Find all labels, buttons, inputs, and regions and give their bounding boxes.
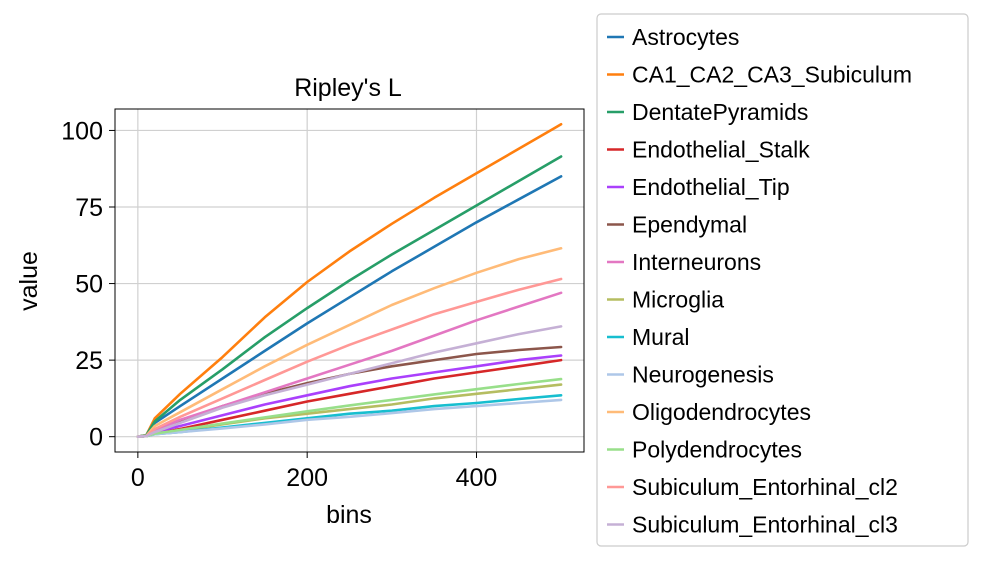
y-tick-label: 100 [61,117,103,145]
series-line-astrocytes [136,175,563,439]
legend-frame [596,13,969,547]
legend-label: Ependymal [632,212,747,238]
legend-label: Oligodendrocytes [632,399,811,425]
series-line-ca1-ca2-ca3-subiculum [136,123,563,439]
legend-label: Neurogenesis [632,362,774,388]
legend-label: Mural [632,324,690,350]
legend-label: Interneurons [632,249,761,275]
x-axis-label: bins [326,501,372,529]
y-tick-label: 25 [75,347,103,375]
legend-item: Mural [607,324,690,350]
legend-label: Endothelial_Stalk [632,137,810,163]
legend-item: Subiculum_Entorhinal_cl3 [607,512,898,538]
y-tick-label: 75 [75,194,103,222]
legend-item: Astrocytes [607,24,739,50]
x-tick-label: 400 [456,464,498,492]
legend-item: Neurogenesis [607,362,774,388]
legend-label: Polydendrocytes [632,437,802,463]
series-line-polydendrocytes [136,377,563,439]
x-tick-label: 200 [286,464,328,492]
legend-label: Endothelial_Tip [632,174,790,200]
chart-title: Ripley's L [294,74,402,102]
y-tick-label: 50 [75,271,103,299]
legend-item: DentatePyramids [607,99,808,125]
axis-ticks: 0 200 400 0 25 50 75 100 [61,117,497,492]
series-line-dentatepyramids [136,155,563,439]
legend-label: CA1_CA2_CA3_Subiculum [632,62,912,88]
series-line-endothelial-stalk [136,358,563,439]
legend-label: Microglia [632,287,724,313]
legend-label: Subiculum_Entorhinal_cl3 [632,512,898,538]
y-axis-label: value [15,251,43,311]
legend-label: DentatePyramids [632,99,808,125]
legend-label: Astrocytes [632,24,739,50]
legend-item: Ependymal [607,212,747,238]
legend-item: Subiculum_Entorhinal_cl2 [607,474,898,500]
legend-item: Microglia [607,287,724,313]
legend-item: Polydendrocytes [607,437,802,463]
series-line-subiculum-entorhinal-cl2 [136,277,563,439]
plot-frame [114,108,585,453]
y-tick-label: 0 [89,424,103,452]
legend-item: CA1_CA2_CA3_Subiculum [607,62,912,88]
legend-label: Subiculum_Entorhinal_cl2 [632,474,898,500]
legend-item: Endothelial_Stalk [607,137,810,163]
legend-item: Endothelial_Tip [607,174,790,200]
grid [115,109,584,452]
legend-item: Interneurons [607,249,761,275]
x-tick-label: 0 [131,464,145,492]
series-line-subiculum-entorhinal-cl3 [136,325,563,439]
series-line-oligodendrocytes [136,247,563,439]
legend: Astrocytes CA1_CA2_CA3_Subiculum DentatePy… [596,13,969,547]
legend-item: Oligodendrocytes [607,399,811,425]
series-lines [136,123,563,439]
